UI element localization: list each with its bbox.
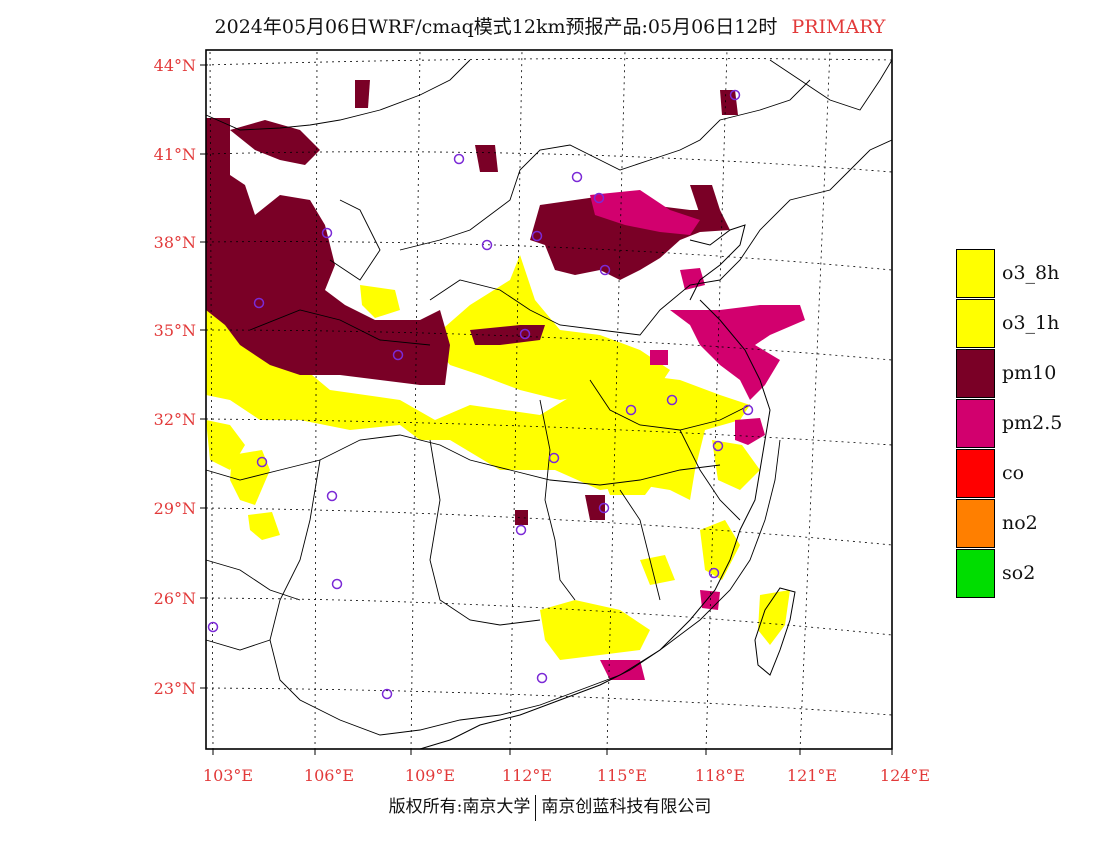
station-marker xyxy=(666,394,678,406)
monitoring-stations xyxy=(207,89,754,700)
legend-label: so2 xyxy=(1002,562,1036,584)
station-marker xyxy=(536,672,548,684)
province-boundaries xyxy=(205,59,893,736)
station-marker xyxy=(321,227,333,239)
copyright-footer: 版权所有:南京大学 南京创蓝科技有限公司 xyxy=(0,792,1100,821)
footer-divider xyxy=(535,794,537,821)
map-title: 2024年05月06日WRF/cmaq模式12km预报产品:05月06日12时 P… xyxy=(0,12,1100,39)
primary-tag: PRIMARY xyxy=(791,16,886,38)
legend-swatch xyxy=(956,349,995,398)
legend-label: co xyxy=(1002,462,1025,484)
lat-label: 35°N xyxy=(154,321,196,340)
legend-label: pm2.5 xyxy=(1002,412,1063,434)
lat-labels: 44°N 41°N 38°N 35°N 32°N 29°N 26°N 23°N xyxy=(154,56,196,698)
station-marker xyxy=(519,328,531,340)
pollutant-fields xyxy=(206,80,805,680)
legend-label: o3_1h xyxy=(1002,312,1060,334)
lat-label: 32°N xyxy=(154,410,196,429)
lat-label: 41°N xyxy=(154,145,196,164)
lon-label: 118°E xyxy=(695,766,745,785)
legend-label: no2 xyxy=(1002,512,1038,534)
legend-swatch xyxy=(956,249,995,298)
legend-label: o3_8h xyxy=(1002,262,1060,284)
lon-label: 115°E xyxy=(597,766,647,785)
lon-labels: 103°E 106°E 109°E 112°E 115°E 118°E 121°… xyxy=(203,766,930,785)
station-marker xyxy=(326,490,338,502)
station-marker xyxy=(599,264,611,276)
legend-swatch xyxy=(956,299,995,348)
station-marker xyxy=(331,578,343,590)
lat-label: 23°N xyxy=(154,679,196,698)
coastline xyxy=(419,224,796,750)
station-marker xyxy=(593,192,605,204)
station-marker xyxy=(708,567,720,579)
station-marker xyxy=(256,456,268,468)
station-marker xyxy=(729,89,741,101)
o3-area xyxy=(206,255,790,660)
station-marker xyxy=(712,440,724,452)
lat-label: 38°N xyxy=(154,233,196,252)
station-marker xyxy=(253,297,265,309)
station-marker xyxy=(625,404,637,416)
axis-ticks xyxy=(200,64,893,755)
station-marker xyxy=(207,621,219,633)
lat-label: 29°N xyxy=(154,499,196,518)
station-marker xyxy=(453,153,465,165)
lat-label: 26°N xyxy=(154,589,196,608)
station-marker xyxy=(598,502,610,514)
pm25-area xyxy=(590,190,805,680)
lon-label: 121°E xyxy=(787,766,837,785)
legend-swatch xyxy=(956,499,995,548)
legend-swatch xyxy=(956,449,995,498)
station-marker xyxy=(381,688,393,700)
copyright-left: 版权所有:南京大学 xyxy=(388,797,531,817)
title-text: 2024年05月06日WRF/cmaq模式12km预报产品:05月06日12时 xyxy=(214,16,778,38)
lon-label: 112°E xyxy=(502,766,552,785)
station-marker xyxy=(392,349,404,361)
station-marker xyxy=(531,230,543,242)
lon-label: 103°E xyxy=(203,766,253,785)
lon-label: 124°E xyxy=(880,766,930,785)
station-marker xyxy=(515,524,527,536)
legend-label: pm10 xyxy=(1002,362,1057,384)
station-marker xyxy=(481,239,493,251)
copyright-right: 南京创蓝科技有限公司 xyxy=(541,797,712,817)
legend-swatch xyxy=(956,399,995,448)
station-marker xyxy=(742,404,754,416)
legend-swatch xyxy=(956,549,995,598)
lon-label: 106°E xyxy=(304,766,354,785)
station-marker xyxy=(548,452,560,464)
lon-label: 109°E xyxy=(405,766,455,785)
station-marker xyxy=(571,171,583,183)
lat-label: 44°N xyxy=(154,56,196,75)
